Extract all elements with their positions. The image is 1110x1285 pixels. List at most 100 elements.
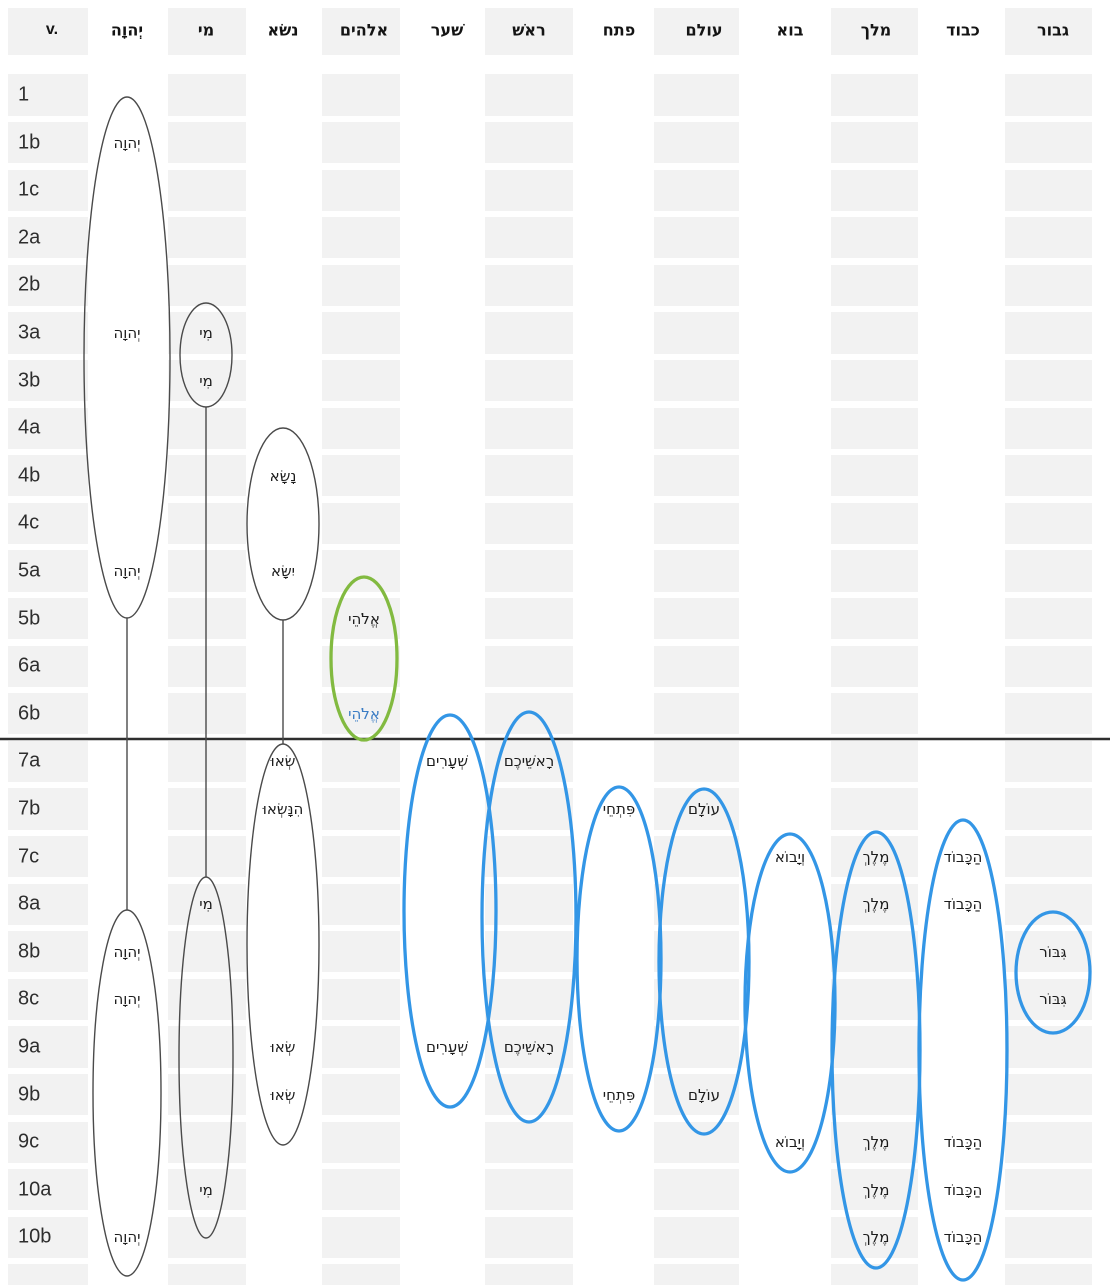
word-cell: שְׂאוּ <box>270 752 296 771</box>
column-stripe-cell <box>322 931 400 973</box>
column-stripe-cell <box>485 169 573 211</box>
column-stripe-cell <box>831 1026 918 1068</box>
column-stripe-cell <box>1005 836 1092 878</box>
column-stripe-cell <box>322 550 400 592</box>
column-stripe-cell <box>654 1169 739 1211</box>
column-stripe-cell <box>1005 169 1092 211</box>
column-stripe-cell <box>485 1026 573 1068</box>
column-stripe-cell <box>485 360 573 402</box>
word-cell: עוֹלָם <box>688 800 720 818</box>
column-header: כבוד <box>946 20 980 40</box>
column-stripe-cell <box>8 1121 88 1163</box>
column-stripe-cell <box>1005 550 1092 592</box>
row-label: 1c <box>18 178 40 201</box>
column-stripe-cell <box>322 1121 400 1163</box>
column-stripe-cell <box>654 407 739 449</box>
column-stripe-cell <box>485 836 573 878</box>
column-stripe-cell <box>485 122 573 164</box>
column-stripe-cell <box>831 740 918 782</box>
column-stripe-cell <box>8 312 88 354</box>
row-label: 8a <box>18 892 41 915</box>
column-stripe-cell <box>8 1264 88 1285</box>
column-stripe-cell <box>168 122 246 164</box>
column-header: נשׂא <box>267 20 299 40</box>
column-stripe-cell <box>485 1264 573 1285</box>
word-cell: נָשָׂא <box>269 466 297 485</box>
column-stripe-cell <box>654 740 739 782</box>
group-ellipse-mi <box>179 302 233 408</box>
word-cell: שְׁעָרִים <box>426 1038 468 1056</box>
column-stripe-cell <box>168 931 246 973</box>
word-cell: מִי <box>199 324 213 342</box>
column-stripe-cell <box>654 1121 739 1163</box>
column-stripe-cell <box>654 1264 739 1285</box>
column-stripe-cell <box>654 931 739 973</box>
column-stripe-cell <box>322 883 400 925</box>
column-stripe-cell <box>1005 1264 1092 1285</box>
word-cell: רָאשֵׁיכֶם <box>503 752 555 771</box>
word-cell: וְיָבוֹא <box>774 847 806 866</box>
column-stripe-cell <box>322 407 400 449</box>
word-cell: אֱלֹהֵי <box>348 704 380 723</box>
column-stripe-cell <box>485 502 573 544</box>
column-stripe-cell <box>8 693 88 735</box>
column-stripe-cell <box>168 598 246 640</box>
column-stripe-cell <box>485 74 573 116</box>
column-stripe-cell <box>8 74 88 116</box>
column-stripe-cell <box>8 598 88 640</box>
row-label: 8b <box>18 940 41 963</box>
column-stripe-cell <box>1005 455 1092 497</box>
group-ellipse-bo <box>743 832 837 1174</box>
column-stripe-cell <box>654 502 739 544</box>
column-stripe-cell <box>831 788 918 830</box>
word-cell: עוֹלָם <box>688 1085 720 1104</box>
group-ellipse-petach <box>575 785 663 1133</box>
word-cell: יְהוָה <box>113 942 141 961</box>
column-stripe-cell <box>654 455 739 497</box>
column-stripe-cell <box>1005 1121 1092 1163</box>
column-header: מלך <box>860 20 892 40</box>
word-cell: שְׁעָרִים <box>426 752 468 771</box>
column-stripe-cell <box>485 978 573 1020</box>
group-ellipse-mi <box>178 876 234 1239</box>
column-stripe-cell <box>1005 693 1092 735</box>
column-stripe-cell <box>168 502 246 544</box>
group-ellipse-kavod <box>917 818 1009 1282</box>
column-stripe-cell <box>322 1074 400 1116</box>
column-stripe-cell <box>1005 883 1092 925</box>
word-cell: מֶלֶךְ <box>862 895 890 914</box>
column-stripe-cell <box>831 407 918 449</box>
column-stripe-cell <box>322 312 400 354</box>
column-stripe-cell <box>485 312 573 354</box>
column-stripe-cell <box>322 740 400 782</box>
column-stripe-cell <box>8 407 88 449</box>
word-cell: הִנָּשְׂאוּ <box>262 800 304 818</box>
word-cell: מֶלֶךְ <box>862 1133 890 1152</box>
column-header: מי <box>197 20 215 40</box>
row-label: 5b <box>18 607 41 630</box>
column-stripe-cell <box>1005 1074 1092 1116</box>
word-cell: מִי <box>199 895 213 914</box>
group-ellipse-olam <box>657 787 751 1136</box>
word-cell: וְיָבוֹא <box>774 1133 806 1152</box>
row-label: 1b <box>18 131 41 154</box>
column-stripe-cell <box>485 550 573 592</box>
column-stripe-cell <box>168 836 246 878</box>
column-stripe-cell <box>831 645 918 687</box>
column-stripe-cell <box>168 1264 246 1285</box>
column-stripe-cell <box>1005 122 1092 164</box>
column-stripe-cell <box>831 122 918 164</box>
row-label: 7c <box>18 845 40 868</box>
column-stripe-cell <box>1005 502 1092 544</box>
column-stripe-cell <box>831 360 918 402</box>
word-cell: הַכָּבוֹד <box>943 1228 983 1247</box>
word-cell: גִּבּוֹר <box>1039 942 1067 961</box>
word-cell: יְהוָה <box>113 1228 141 1247</box>
column-stripe-cell <box>485 883 573 925</box>
column-stripe-cell <box>654 122 739 164</box>
row-label: 7b <box>18 797 41 820</box>
column-stripe-cell <box>654 645 739 687</box>
column-stripe-cell <box>168 264 246 306</box>
column-stripe-cell <box>322 217 400 259</box>
